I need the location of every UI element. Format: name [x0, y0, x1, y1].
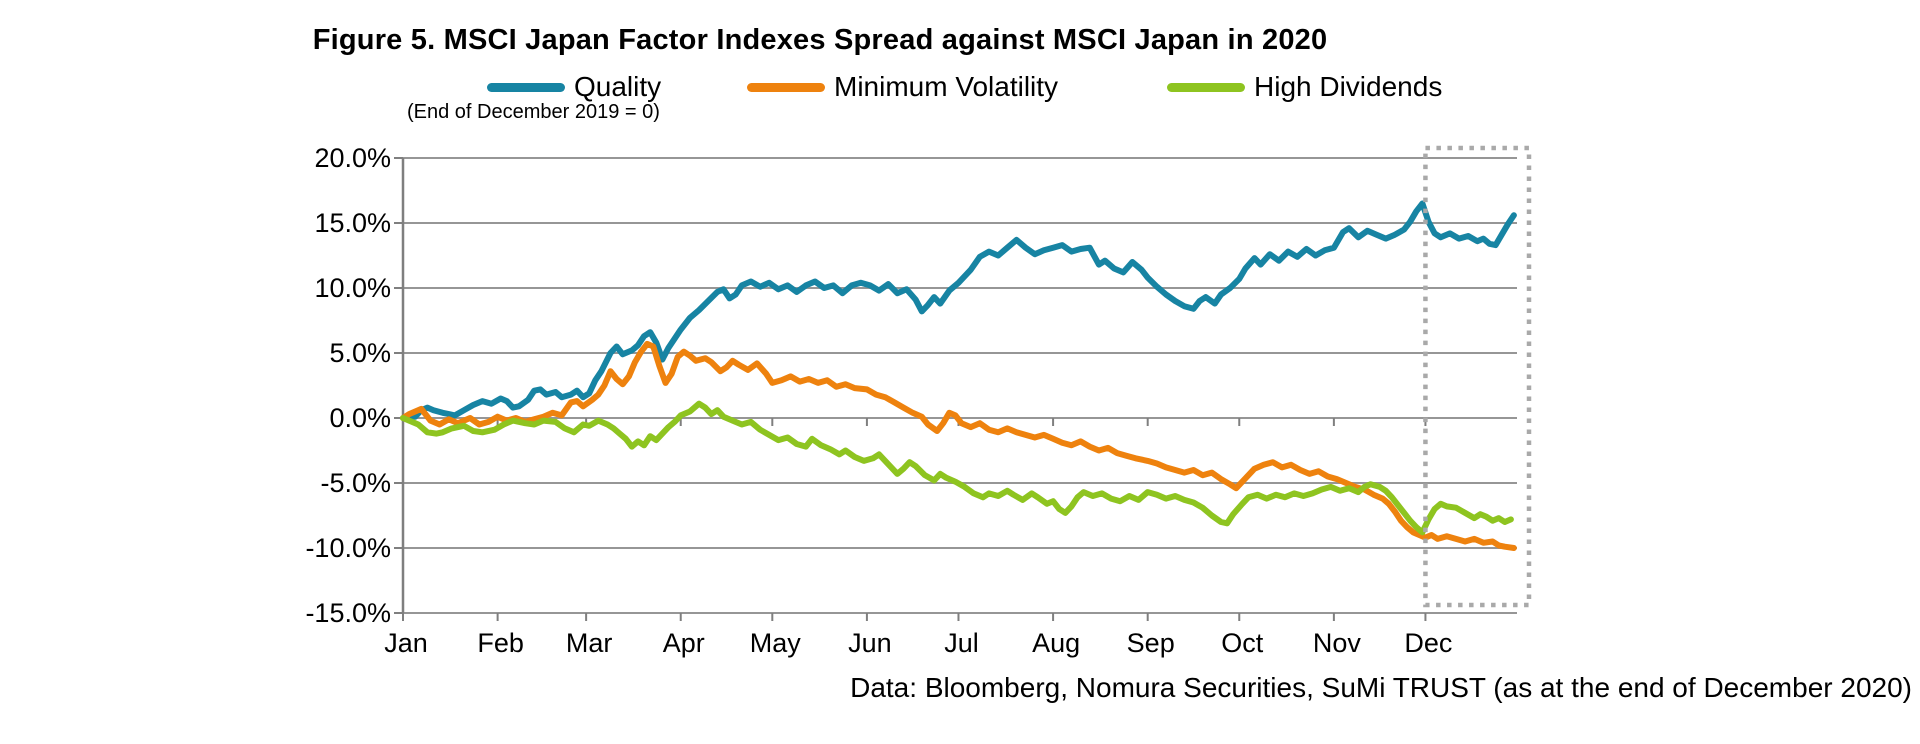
y-axis-label: -5.0%	[320, 468, 391, 498]
x-axis-label-May: May	[750, 628, 802, 658]
high-dividends-line-swatch-icon	[1167, 82, 1245, 92]
series-line-quality	[400, 200, 1517, 421]
x-axis-label-Mar: Mar	[566, 628, 613, 658]
x-axis-label-Oct: Oct	[1221, 628, 1264, 658]
legend-label-high-dividends: High Dividends	[1254, 71, 1443, 102]
legend-label-minimum-volatility: Minimum Volatility	[834, 71, 1059, 102]
baseline-note: (End of December 2019 = 0)	[407, 101, 660, 123]
x-axis-label-Dec: Dec	[1404, 628, 1452, 658]
x-axis-label-Nov: Nov	[1313, 628, 1362, 658]
x-axis-label-Jun: Jun	[848, 628, 892, 658]
y-axis-label: 0.0%	[329, 403, 391, 433]
series-line-minimum-volatility	[400, 340, 1517, 551]
legend-label-quality: Quality	[574, 71, 662, 102]
y-axis-label: -15.0%	[305, 598, 391, 628]
series-line-high-dividends	[400, 400, 1514, 536]
x-axis-label-Jan: Jan	[384, 628, 428, 658]
legend-item-minimum-volatility: Minimum Volatility	[747, 70, 1058, 104]
legend-item-high-dividends: High Dividends	[1167, 70, 1442, 104]
x-axis-label-Aug: Aug	[1032, 628, 1080, 658]
y-axis-label: 15.0%	[314, 208, 391, 238]
x-axis-label-Feb: Feb	[477, 628, 524, 658]
y-axis-label: 20.0%	[314, 143, 391, 173]
legend-item-quality: Quality	[487, 70, 661, 104]
chart-legend: Quality Minimum Volatility High Dividend…	[0, 70, 1920, 104]
december-highlight-box	[1423, 145, 1532, 608]
minimum-volatility-line-swatch-icon	[747, 82, 825, 92]
y-axis-label: 10.0%	[314, 273, 391, 303]
chart-title: Figure 5. MSCI Japan Factor Indexes Spre…	[312, 24, 1328, 56]
x-axis-label-Sep: Sep	[1127, 628, 1175, 658]
y-axis-label: 5.0%	[329, 338, 391, 368]
quality-line-swatch-icon	[487, 82, 565, 92]
x-axis-label-Apr: Apr	[663, 628, 705, 658]
data-source-caption: Data: Bloomberg, Nomura Securities, SuMi…	[850, 672, 1912, 703]
x-axis-label-Jul: Jul	[944, 628, 979, 658]
y-axis-label: -10.0%	[305, 533, 391, 563]
